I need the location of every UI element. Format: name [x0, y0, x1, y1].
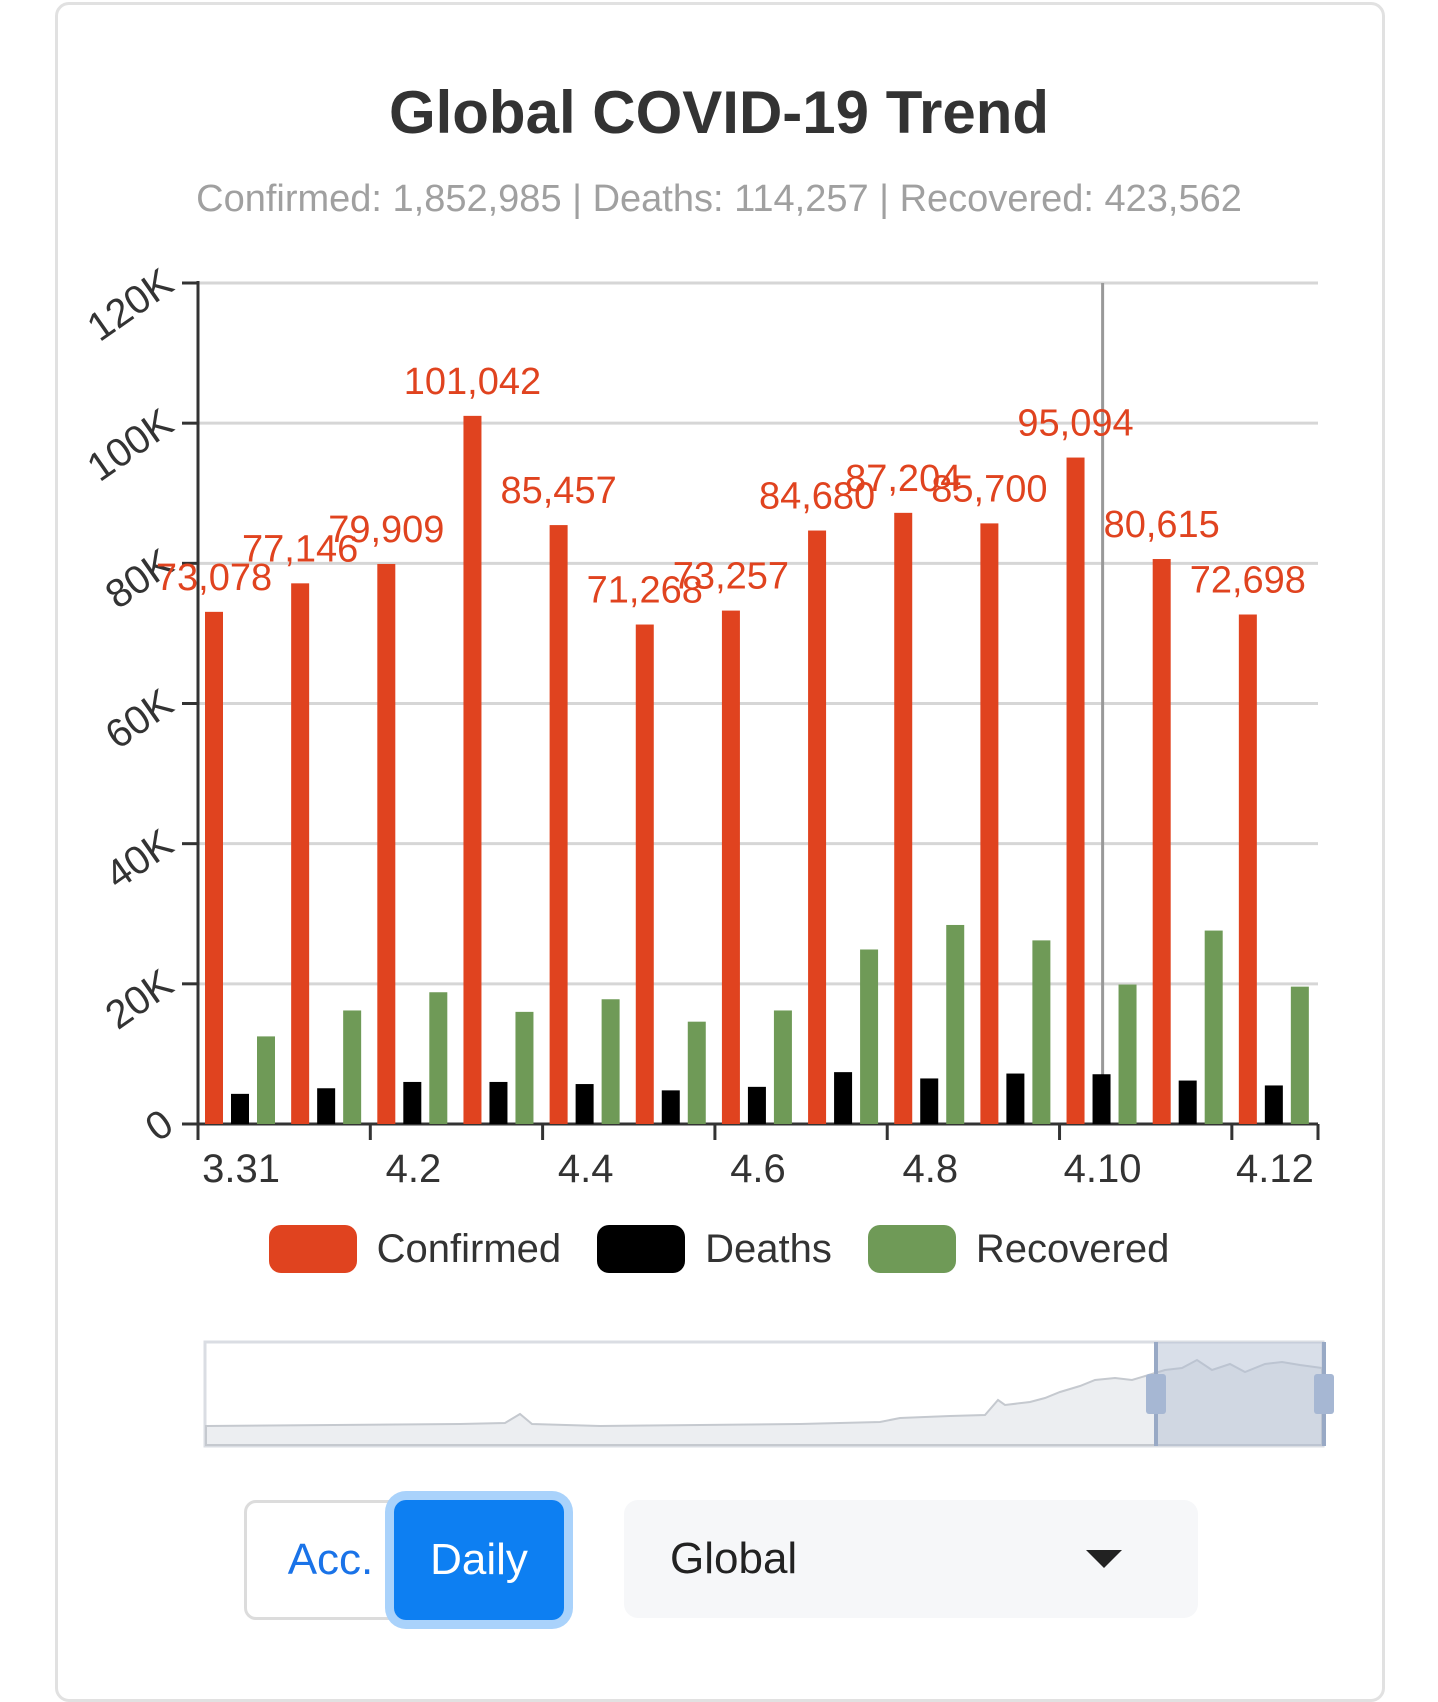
- bar-confirmed-4.9: [980, 523, 999, 1124]
- bar-deaths-4.7: [834, 1072, 853, 1124]
- bar-confirmed-4.2: [377, 563, 396, 1124]
- acc-button[interactable]: Acc.: [244, 1500, 414, 1620]
- legend-item-confirmed[interactable]: Confirmed: [268, 1225, 562, 1273]
- bar-confirmed-4.10: [1066, 457, 1085, 1124]
- bar-confirmed-4.5: [635, 624, 654, 1124]
- data-label-confirmed: 73,257: [673, 556, 789, 598]
- y-tick-label: 60K: [98, 681, 182, 758]
- bar-deaths-4.2: [403, 1081, 422, 1124]
- bar-confirmed-4.3: [463, 415, 482, 1124]
- bar-recovered-4.5: [687, 1021, 706, 1124]
- data-label-confirmed: 85,457: [500, 470, 616, 512]
- bar-recovered-4.1: [343, 1010, 362, 1124]
- bar-confirmed-4.4: [549, 525, 568, 1124]
- data-label-confirmed: 101,042: [404, 361, 541, 403]
- data-label-confirmed: 71,268: [587, 570, 703, 612]
- daily-button[interactable]: Daily: [394, 1500, 564, 1620]
- data-label-confirmed: 84,680: [759, 476, 875, 518]
- bar-recovered-4.3: [515, 1011, 534, 1124]
- bar-recovered-3.31: [257, 1036, 275, 1124]
- region-select-value: Global: [670, 1534, 798, 1583]
- mode-toggle: Acc. Daily: [244, 1500, 564, 1620]
- legend-swatch-recovered: [867, 1225, 956, 1273]
- bar-recovered-4.7: [860, 949, 879, 1124]
- legend-swatch-deaths: [597, 1225, 686, 1273]
- bar-recovered-4.11: [1204, 930, 1223, 1124]
- x-tick-label: 3.31: [202, 1147, 280, 1191]
- bar-confirmed-4.7: [808, 530, 827, 1124]
- chart-subtitle: Confirmed: 1,852,985 | Deaths: 114,257 |…: [196, 178, 1242, 220]
- legend-label-confirmed: Confirmed: [376, 1226, 562, 1271]
- y-tick-label: 20K: [98, 961, 182, 1038]
- bar-recovered-4.6: [773, 1010, 792, 1124]
- legend: Confirmed Deaths Recovered: [0, 1225, 1438, 1273]
- zoom-selection[interactable]: [1156, 1342, 1324, 1446]
- bar-recovered-4.9: [1032, 940, 1051, 1124]
- legend-label-deaths: Deaths: [705, 1226, 832, 1271]
- bar-deaths-4.1: [317, 1088, 336, 1124]
- bar-deaths-4.11: [1178, 1080, 1197, 1124]
- bar-deaths-4.3: [489, 1081, 508, 1124]
- chart-title: Global COVID-19 Trend: [388, 79, 1050, 146]
- zoom-handle-left[interactable]: [1146, 1374, 1166, 1414]
- bar-confirmed-4.11: [1152, 559, 1171, 1124]
- bar-deaths-4.8: [920, 1078, 939, 1124]
- y-tick-label: 120K: [79, 260, 181, 350]
- x-tick-label: 4.8: [903, 1147, 959, 1191]
- bar-deaths-3.31: [231, 1093, 249, 1124]
- bar-deaths-4.10: [1092, 1074, 1111, 1124]
- y-tick-label: 100K: [79, 400, 181, 490]
- legend-item-recovered[interactable]: Recovered: [867, 1225, 1170, 1273]
- data-label-confirmed: 95,094: [1017, 403, 1133, 445]
- bar-deaths-4.12: [1264, 1085, 1283, 1124]
- legend-swatch-confirmed: [268, 1225, 357, 1273]
- y-tick-label: 40K: [98, 821, 182, 898]
- bar-confirmed-4.6: [721, 610, 740, 1124]
- zoom-handle-right[interactable]: [1314, 1374, 1334, 1414]
- bar-recovered-4.2: [429, 992, 448, 1124]
- bar-recovered-4.12: [1290, 986, 1309, 1124]
- data-label-confirmed: 73,078: [156, 557, 272, 599]
- x-tick-label: 4.10: [1064, 1147, 1142, 1191]
- bar-deaths-4.5: [661, 1090, 680, 1124]
- data-label-confirmed: 87,204: [845, 458, 961, 500]
- data-zoom-slider[interactable]: [0, 1330, 1438, 1490]
- data-label-confirmed: 79,909: [328, 509, 444, 551]
- bar-deaths-4.4: [575, 1084, 594, 1124]
- bar-confirmed-3.31: [205, 611, 223, 1124]
- region-select[interactable]: Global: [624, 1500, 1198, 1618]
- chevron-down-icon: [1086, 1550, 1122, 1568]
- x-tick-label: 4.6: [730, 1147, 786, 1191]
- x-tick-label: 4.2: [386, 1147, 442, 1191]
- x-tick-label: 4.12: [1236, 1147, 1314, 1191]
- data-label-confirmed: 80,615: [1104, 504, 1220, 546]
- bar-recovered-4.4: [601, 999, 620, 1124]
- x-tick-label: 4.4: [558, 1147, 614, 1191]
- bar-deaths-4.9: [1006, 1073, 1025, 1124]
- legend-label-recovered: Recovered: [975, 1226, 1170, 1271]
- data-label-confirmed: 72,698: [1190, 560, 1306, 602]
- bar-deaths-4.6: [747, 1086, 766, 1124]
- bar-recovered-4.8: [946, 924, 965, 1124]
- legend-item-deaths[interactable]: Deaths: [597, 1225, 832, 1273]
- bar-confirmed-4.8: [894, 512, 913, 1124]
- y-tick-label: 0: [138, 1101, 181, 1150]
- data-label-confirmed: 77,146: [242, 528, 358, 570]
- data-label-confirmed: 85,700: [931, 468, 1047, 510]
- bar-confirmed-4.1: [291, 583, 310, 1124]
- bar-recovered-4.10: [1118, 984, 1137, 1124]
- bar-confirmed-4.12: [1238, 614, 1257, 1124]
